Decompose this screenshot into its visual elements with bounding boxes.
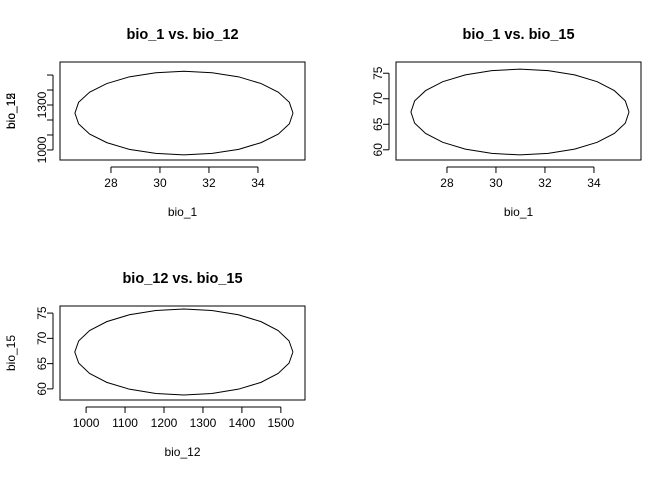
data-line (410, 68, 630, 156)
x-tick-label: 32 (202, 176, 216, 190)
chart-title: bio_1 vs. bio_15 (462, 27, 574, 43)
x-tick-label: 28 (440, 176, 454, 190)
y-tick-label: 70 (371, 92, 385, 106)
y-axis-label: bio_12 (4, 93, 18, 129)
x-tick-label: 34 (587, 176, 601, 190)
x-tick-label: 32 (538, 176, 552, 190)
y-axis-label: bio_15 (4, 93, 18, 129)
plot-frame (395, 61, 642, 161)
y-tick-label: 1000 (35, 136, 49, 163)
x-tick-label: 34 (251, 176, 265, 190)
x-axis-label: bio_1 (168, 205, 198, 219)
x-axis-label: bio_1 (504, 205, 534, 219)
chart-title: bio_12 vs. bio_15 (122, 271, 242, 287)
y-tick-label: 60 (35, 382, 49, 396)
chart-title: bio_1 vs. bio_12 (126, 27, 238, 43)
y-tick-label: 65 (35, 357, 49, 371)
y-tick-label: 70 (35, 331, 49, 345)
y-tick-label: 60 (371, 143, 385, 157)
plot-frame (59, 305, 306, 401)
x-tick-label: 1000 (73, 416, 100, 430)
y-tick-label: 75 (35, 306, 49, 320)
y-axis-label: bio_15 (4, 335, 18, 371)
x-tick-label: 1400 (229, 416, 256, 430)
y-tick-label: 1300 (35, 91, 49, 118)
plot-frame (59, 61, 306, 161)
x-tick-label: 1200 (151, 416, 178, 430)
data-line (74, 308, 294, 396)
x-tick-label: 30 (489, 176, 503, 190)
x-tick-label: 1500 (267, 416, 294, 430)
x-tick-label: 1300 (190, 416, 217, 430)
y-tick-label: 75 (371, 66, 385, 80)
y-tick-label: 65 (371, 117, 385, 131)
data-line (74, 70, 294, 156)
x-axis-label: bio_12 (164, 445, 200, 459)
x-tick-label: 28 (104, 176, 118, 190)
x-tick-label: 30 (153, 176, 167, 190)
x-tick-label: 1100 (112, 416, 138, 430)
